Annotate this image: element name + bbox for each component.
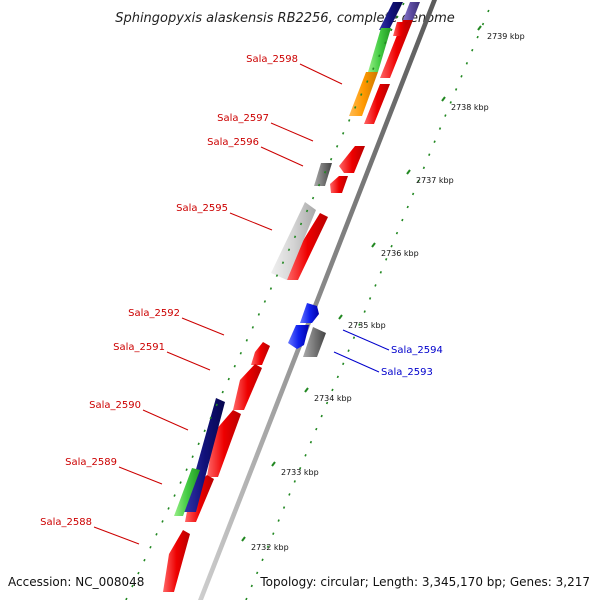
gene-labels: Sala_2598 Sala_2597 Sala_2596 Sala_2595 Sala… — [40, 54, 443, 545]
gene-arrow — [403, 2, 420, 20]
gene-arrow — [207, 410, 241, 477]
gene-arrow — [288, 325, 309, 349]
ruler-tick-mark — [304, 387, 309, 393]
gene-arrow — [271, 202, 316, 280]
gene-leader-line — [118, 466, 163, 485]
genome-title: Sphingopyxis alaskensis RB2256, complete… — [115, 11, 455, 26]
ruler-tick-mark — [477, 25, 482, 31]
gene-arrow — [368, 28, 391, 72]
gene-leader-line — [166, 351, 211, 371]
gene-arrow — [349, 72, 378, 116]
ruler-tick-label: 2735 kbp — [348, 321, 386, 330]
gene-label[interactable]: Sala_2588 — [40, 517, 92, 528]
ruler-tick-label: 2739 kbp — [487, 32, 525, 41]
gene-leader-line — [260, 146, 304, 167]
ruler: 2739 kbp 2738 kbp 2737 kbp 2736 kbp 2735 kbp… — [125, 2, 525, 600]
accession-text: Accession: NC_008048 — [8, 575, 144, 589]
ruler-dots-reverse — [245, 9, 490, 600]
ruler-tick-mark — [406, 169, 411, 175]
gene-label[interactable]: Sala_2589 — [65, 457, 117, 468]
ruler-tick-mark — [371, 242, 376, 248]
gene-arrow — [330, 176, 348, 193]
gene-label[interactable]: Sala_2590 — [89, 400, 141, 411]
genome-backbone — [198, 0, 437, 600]
forward-strand-track-outer — [174, 2, 403, 516]
ruler-tick-label: 2734 kbp — [314, 394, 352, 403]
gene-arrow — [287, 213, 328, 280]
gene-arrow — [393, 22, 408, 36]
ruler-tick-label: 2738 kbp — [451, 103, 489, 112]
gene-arrow — [364, 84, 390, 124]
reverse-strand-track — [288, 303, 326, 357]
gene-leader-line — [270, 122, 314, 142]
gene-arrow — [251, 342, 270, 365]
ruler-tick-label: 2732 kbp — [251, 543, 289, 552]
gene-arrow — [174, 468, 200, 516]
forward-strand-track — [163, 2, 420, 592]
gene-label[interactable]: Sala_2593 — [381, 367, 433, 378]
gene-leader-line — [142, 409, 189, 431]
gene-arrow — [314, 163, 332, 186]
gene-label[interactable]: Sala_2594 — [391, 345, 443, 356]
gene-arrow — [303, 327, 326, 357]
gene-label[interactable]: Sala_2591 — [113, 342, 165, 353]
gene-arrow — [339, 146, 365, 173]
gene-label[interactable]: Sala_2597 — [217, 113, 269, 124]
ruler-tick-label: 2736 kbp — [381, 249, 419, 258]
gene-leader-line — [342, 329, 390, 351]
gene-label[interactable]: Sala_2595 — [176, 203, 228, 214]
gene-leader-line — [299, 63, 343, 85]
gene-arrow — [380, 20, 413, 78]
ruler-tick-mark — [441, 96, 446, 102]
ruler-tick-label: 2737 kbp — [416, 176, 454, 185]
gene-arrow — [163, 530, 190, 592]
gene-label[interactable]: Sala_2598 — [246, 54, 298, 65]
gene-label[interactable]: Sala_2592 — [128, 308, 180, 319]
ruler-dots-forward — [125, 2, 405, 600]
ruler-tick-mark — [338, 314, 343, 320]
genome-summary-text: Topology: circular; Length: 3,345,170 bp… — [259, 575, 590, 589]
ruler-tick-mark — [241, 536, 246, 542]
gene-arrow — [379, 2, 403, 30]
gene-leader-line — [229, 212, 273, 231]
gene-leader-line — [333, 351, 380, 373]
gene-arrow — [233, 364, 262, 410]
gene-arrow — [300, 303, 319, 323]
ruler-tick-label: 2733 kbp — [281, 468, 319, 477]
gene-label[interactable]: Sala_2596 — [207, 137, 259, 148]
gene-leader-line — [93, 526, 140, 545]
ruler-tick-mark — [271, 461, 276, 467]
gene-leader-line — [181, 317, 225, 336]
